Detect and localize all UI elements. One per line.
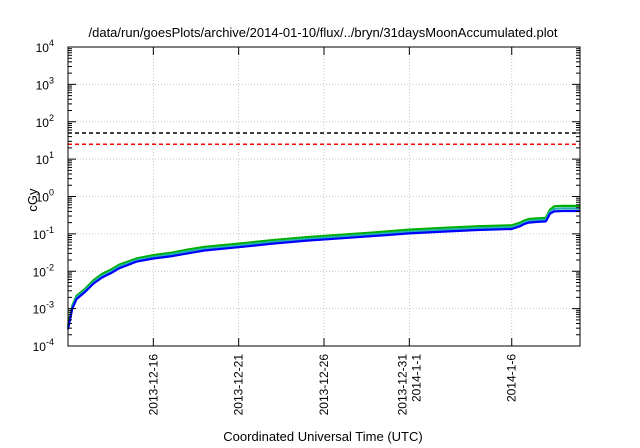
series-line [66, 207, 580, 328]
y-tick-label: 103 [36, 75, 54, 92]
chart-title: /data/run/goesPlots/archive/2014-01-10/f… [89, 25, 558, 40]
x-tick-label: 2013-12-16 [146, 354, 160, 416]
y-tick-label: 104 [36, 38, 54, 55]
x-tick-label: 2014-1-6 [505, 354, 519, 402]
y-tick-label: 10-2 [33, 262, 54, 279]
series-line [66, 209, 580, 330]
y-tick-label: 10-1 [33, 225, 54, 242]
x-axis-label: Coordinated Universal Time (UTC) [223, 429, 422, 444]
x-tick-label: 2013-12-26 [317, 354, 331, 416]
y-tick-label: 10-3 [33, 300, 54, 317]
y-ticks: 10-4 10-3 10-2 10-1 100 101 102 103 104 [33, 38, 580, 354]
y-tick-label: 10-4 [33, 337, 54, 354]
reference-lines [68, 132, 580, 146]
x-tick-label: 2013-12-31 [395, 354, 409, 416]
series-lines [66, 204, 580, 330]
y-tick-label: 100 [36, 188, 54, 205]
series-line [66, 204, 580, 326]
y-tick-label: 101 [36, 150, 54, 167]
x-tick-label: 2014-1-1 [409, 354, 423, 402]
y-axis-label: cGy [25, 188, 40, 212]
x-tick-label: 2013-12-21 [232, 354, 246, 416]
grid [68, 47, 580, 346]
plot-frame [67, 46, 581, 347]
x-ticks: 2013-12-16 2013-12-21 2013-12-26 2013-12-31… [146, 47, 519, 416]
y-tick-label: 102 [36, 113, 54, 130]
